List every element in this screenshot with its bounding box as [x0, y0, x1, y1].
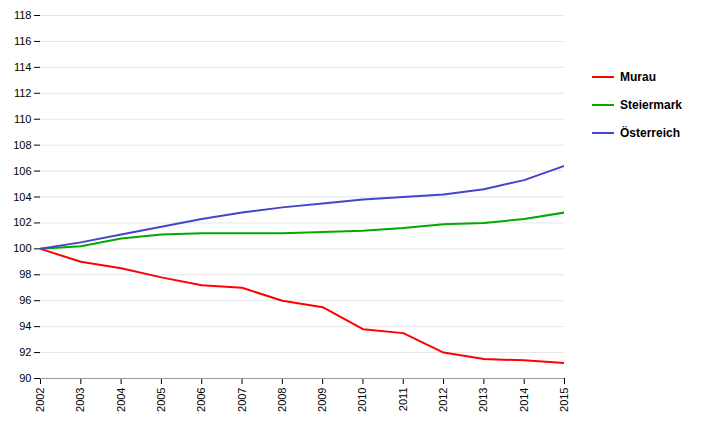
svg-text:2009: 2009	[316, 388, 328, 412]
svg-text:2014: 2014	[518, 388, 530, 412]
svg-text:2013: 2013	[477, 388, 489, 412]
svg-text:98: 98	[19, 268, 31, 280]
html-text:Murau: Murau	[620, 70, 656, 84]
svg-text:94: 94	[19, 320, 31, 332]
svg-text:102: 102	[13, 216, 31, 228]
svg-text:118: 118	[14, 9, 32, 21]
svg-text:100: 100	[13, 242, 31, 254]
svg-text:106: 106	[13, 165, 31, 177]
svg-text:2007: 2007	[236, 388, 248, 412]
svg-text:2004: 2004	[115, 388, 127, 412]
svg-text:2005: 2005	[155, 388, 167, 412]
svg-text:2010: 2010	[356, 388, 368, 412]
html-text:Österreich: Österreich	[620, 126, 680, 140]
svg-text:110: 110	[14, 113, 32, 125]
html-text:Steiermark: Steiermark	[620, 98, 682, 112]
svg-text:104: 104	[13, 191, 31, 203]
svg-text:114: 114	[14, 61, 32, 73]
svg-text:2003: 2003	[74, 388, 86, 412]
svg-text:108: 108	[13, 139, 31, 151]
svg-text:2006: 2006	[195, 388, 207, 412]
svg-text:116: 116	[14, 35, 32, 47]
svg-text:2002: 2002	[34, 388, 46, 412]
svg-text:92: 92	[19, 346, 31, 358]
svg-text:2008: 2008	[276, 388, 288, 412]
svg-text:2015: 2015	[558, 388, 570, 412]
svg-text:90: 90	[19, 372, 31, 384]
svg-text:2011: 2011	[397, 388, 409, 412]
svg-text:96: 96	[19, 294, 31, 306]
svg-text:2012: 2012	[437, 388, 449, 412]
svg-text:112: 112	[14, 87, 32, 99]
